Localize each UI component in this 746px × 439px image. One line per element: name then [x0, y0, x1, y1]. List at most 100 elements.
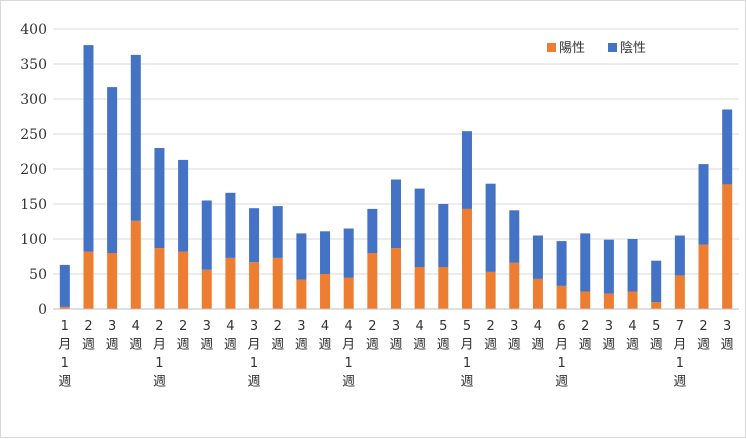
bar-negative — [674, 235, 685, 276]
x-tick-label: 週 — [484, 338, 497, 353]
x-tick-label: 週 — [531, 338, 544, 353]
bar-negative — [367, 208, 378, 253]
x-tick-label: 4 — [416, 319, 424, 334]
bar-negative — [485, 183, 496, 272]
x-tick-label: 週 — [248, 375, 261, 390]
bar-positive — [603, 293, 614, 309]
y-tick-label: 100 — [20, 232, 47, 248]
x-tick-label: 月 — [248, 338, 261, 353]
x-tick-label: 2 — [155, 319, 163, 334]
bar-negative — [320, 231, 331, 274]
bar-positive — [509, 262, 520, 309]
y-tick-label: 350 — [20, 57, 47, 73]
bar-positive — [178, 251, 189, 309]
x-tick-label: 6 — [557, 319, 565, 334]
x-tick-label: 4 — [345, 319, 353, 334]
bars — [59, 45, 733, 309]
x-tick-label: 週 — [650, 338, 663, 353]
x-tick-label: 週 — [177, 338, 190, 353]
y-tick-label: 400 — [20, 22, 47, 38]
x-tick-label: 1 — [463, 356, 471, 371]
x-tick-label: 月 — [153, 338, 166, 353]
x-tick-label: 週 — [366, 338, 379, 353]
x-tick-label: 週 — [389, 338, 402, 353]
x-tick-label: 1 — [676, 356, 684, 371]
bar-positive — [556, 285, 567, 309]
x-tick-label: 1 — [250, 356, 258, 371]
legend-swatch-positive — [547, 43, 556, 52]
x-tick-label: 週 — [579, 338, 592, 353]
bar-negative — [178, 159, 189, 252]
bar-positive — [438, 267, 449, 309]
bar-negative — [272, 206, 283, 258]
bar-positive — [722, 184, 733, 309]
x-tick-label: 5 — [463, 319, 471, 334]
bar-negative — [722, 109, 733, 185]
x-tick-label: 3 — [510, 319, 518, 334]
x-tick-label: 週 — [106, 338, 119, 353]
bar-positive — [296, 279, 307, 309]
bar-positive — [59, 306, 70, 309]
bar-positive — [367, 253, 378, 309]
x-tick-label: 3 — [723, 319, 731, 334]
x-tick-label: 1 — [345, 356, 353, 371]
bar-positive — [485, 271, 496, 309]
x-tick-label: 週 — [153, 375, 166, 390]
x-tick-label: 4 — [534, 319, 542, 334]
bar-negative — [249, 208, 260, 263]
bar-negative — [201, 200, 212, 270]
bar-positive — [201, 269, 212, 309]
bar-positive — [532, 278, 543, 309]
x-tick-label: 週 — [129, 338, 142, 353]
x-tick-label: 週 — [721, 338, 734, 353]
bar-negative — [603, 239, 614, 294]
bar-negative — [461, 131, 472, 209]
bar-negative — [83, 45, 94, 252]
bar-positive — [391, 248, 401, 309]
x-tick-label: 5 — [439, 319, 447, 334]
x-tick-label: 2 — [486, 319, 494, 334]
bar-negative — [698, 164, 709, 245]
x-tick-label: 週 — [224, 338, 237, 353]
x-tick-label: 週 — [626, 338, 639, 353]
bar-negative — [651, 260, 662, 302]
x-tick-label: 4 — [132, 319, 140, 334]
y-tick-label: 50 — [29, 267, 47, 283]
x-tick-label: 週 — [342, 375, 355, 390]
bar-negative — [59, 264, 70, 307]
bar-negative — [556, 241, 567, 286]
x-tick-label: 週 — [295, 338, 308, 353]
bar-negative — [107, 87, 118, 253]
bar-positive — [249, 262, 260, 309]
x-tick-label: 3 — [203, 319, 211, 334]
bar-negative — [414, 188, 425, 267]
bar-positive — [107, 253, 118, 309]
x-tick-label: 週 — [673, 375, 686, 390]
x-tick-label: 週 — [508, 338, 521, 353]
x-tick-label: 月 — [342, 338, 355, 353]
x-tick-label: 4 — [628, 319, 636, 334]
x-tick-label: 3 — [297, 319, 305, 334]
x-tick-label: 月 — [673, 338, 686, 353]
legend: 陽性 陰性 — [547, 41, 646, 56]
x-tick-label: 2 — [581, 319, 589, 334]
x-tick-label: 週 — [58, 375, 71, 390]
legend-label-negative: 陰性 — [620, 41, 646, 56]
x-tick-label: 週 — [697, 338, 710, 353]
x-tick-label: 1 — [61, 319, 69, 334]
x-tick-label: 7 — [676, 319, 684, 334]
bar-positive — [580, 291, 591, 309]
x-tick-label: 週 — [602, 338, 615, 353]
x-tick-label: 2 — [179, 319, 187, 334]
x-tick-label: 月 — [555, 338, 568, 353]
x-tick-label: 3 — [108, 319, 116, 334]
bar-negative — [509, 210, 520, 263]
bar-negative — [343, 228, 354, 278]
bar-negative — [438, 204, 449, 267]
x-tick-label: 週 — [460, 375, 473, 390]
x-tick-label: 月 — [58, 338, 71, 353]
axes: 0501001502002503003504001月1週2週3週4週2月1週2週… — [20, 22, 739, 390]
bar-negative — [532, 235, 543, 279]
bar-positive — [343, 277, 354, 309]
